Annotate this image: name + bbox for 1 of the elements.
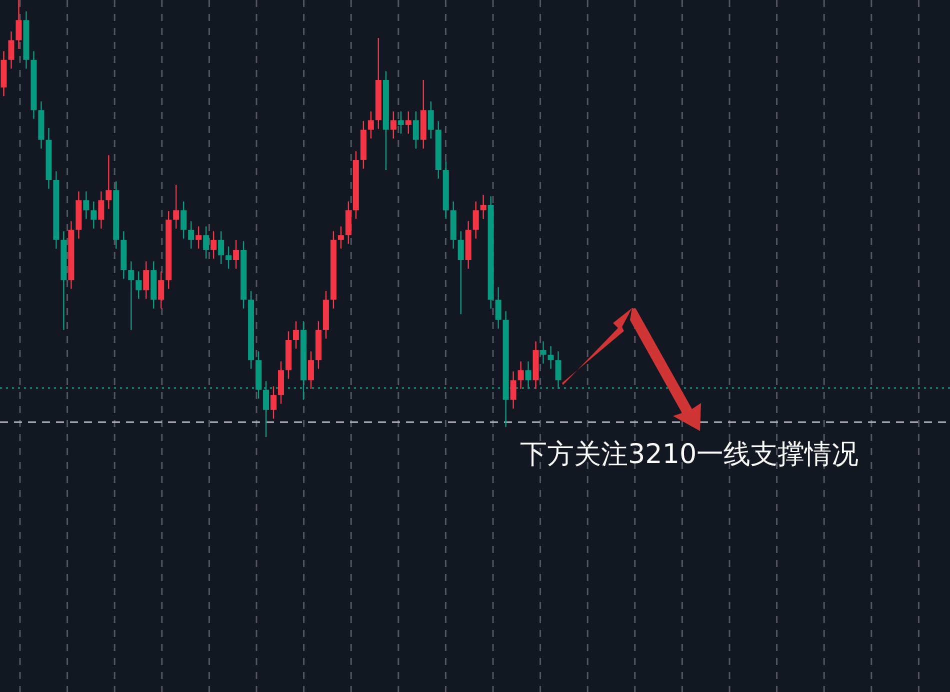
- text: 下方关注3210一线支撑情况: [520, 438, 859, 472]
